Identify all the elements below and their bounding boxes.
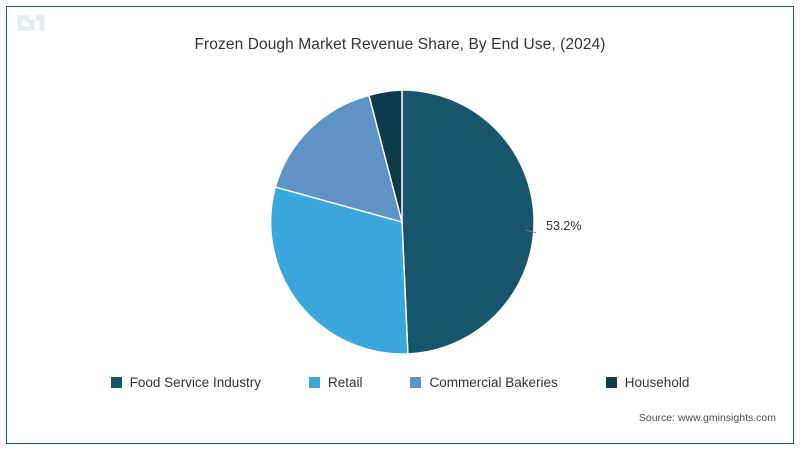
slice-value-label: 53.2% [546, 219, 582, 233]
legend-swatch-icon [605, 377, 617, 388]
pie-chart-svg [270, 89, 536, 355]
legend-item-food-service-industry[interactable]: Food Service Industry [110, 375, 261, 390]
legend-item-household[interactable]: Household [605, 375, 690, 390]
watermark-logo-icon [17, 15, 45, 31]
pie-slice-retail[interactable] [270, 186, 409, 355]
legend-swatch-icon [308, 377, 320, 388]
legend-label: Household [624, 375, 690, 390]
legend-label: Commercial Bakeries [429, 375, 558, 390]
pie-slice-commercial-bakeries[interactable] [274, 94, 403, 223]
legend: Food Service Industry Retail Commercial … [0, 375, 800, 390]
legend-swatch-icon [410, 377, 422, 388]
legend-item-retail[interactable]: Retail [308, 375, 363, 390]
pie-slice-food-service-industry[interactable] [401, 89, 535, 355]
pie-chart [268, 88, 536, 356]
source-attribution: Source: www.gminsights.com [638, 412, 776, 424]
legend-item-commercial-bakeries[interactable]: Commercial Bakeries [410, 375, 558, 390]
legend-swatch-icon [110, 377, 122, 388]
callout-leader-line [525, 229, 536, 234]
legend-label: Retail [327, 375, 363, 390]
legend-label: Food Service Industry [129, 375, 261, 390]
page-title: Frozen Dough Market Revenue Share, By En… [194, 36, 606, 53]
pie-slice-household[interactable] [368, 89, 403, 223]
